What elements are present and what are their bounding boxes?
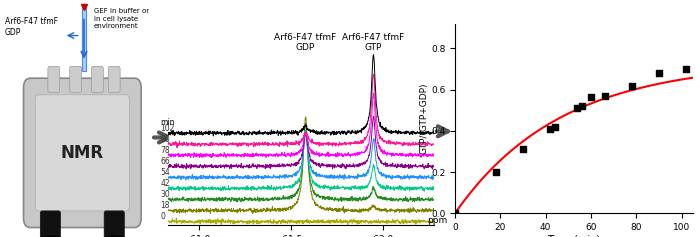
FancyBboxPatch shape: [35, 95, 130, 211]
Point: [449, 211, 461, 215]
FancyBboxPatch shape: [24, 78, 141, 228]
Text: Arf6-F47 tfmF
GDP: Arf6-F47 tfmF GDP: [5, 17, 58, 37]
FancyBboxPatch shape: [92, 66, 104, 92]
Text: 42: 42: [161, 179, 170, 188]
Text: 18: 18: [161, 201, 170, 210]
FancyBboxPatch shape: [70, 66, 81, 92]
Text: GEF in buffer or
in cell lysate
environment: GEF in buffer or in cell lysate environm…: [94, 9, 149, 29]
Point: [490, 170, 501, 174]
Ellipse shape: [32, 236, 69, 237]
Point: [626, 84, 638, 87]
FancyBboxPatch shape: [82, 7, 86, 71]
Point: [549, 125, 560, 129]
Text: Arf6-F47 tfmF
GDP: Arf6-F47 tfmF GDP: [274, 33, 337, 52]
Text: ppm: ppm: [427, 216, 447, 225]
Text: 66: 66: [161, 157, 170, 166]
Point: [576, 104, 587, 108]
Point: [653, 71, 664, 75]
FancyBboxPatch shape: [108, 66, 120, 92]
Text: 0: 0: [161, 212, 165, 221]
Point: [585, 95, 596, 99]
Text: min: min: [161, 118, 175, 127]
Point: [572, 106, 583, 110]
Text: 54: 54: [161, 168, 170, 177]
Text: 102: 102: [161, 124, 175, 133]
Point: [545, 127, 556, 131]
Point: [517, 147, 528, 151]
FancyBboxPatch shape: [104, 211, 125, 237]
Text: Arf6-F47 tfmF
GTP: Arf6-F47 tfmF GTP: [342, 33, 405, 52]
FancyBboxPatch shape: [48, 66, 60, 92]
Ellipse shape: [96, 236, 133, 237]
X-axis label: Time (min): Time (min): [547, 235, 601, 237]
Y-axis label: GTP/(GTP+GDP): GTP/(GTP+GDP): [419, 83, 428, 154]
Text: 78: 78: [161, 146, 170, 155]
Text: 30: 30: [161, 190, 170, 199]
Text: NMR: NMR: [61, 144, 104, 162]
FancyBboxPatch shape: [41, 211, 60, 237]
Text: 90: 90: [161, 135, 170, 144]
Point: [680, 67, 692, 71]
Point: [599, 94, 610, 98]
